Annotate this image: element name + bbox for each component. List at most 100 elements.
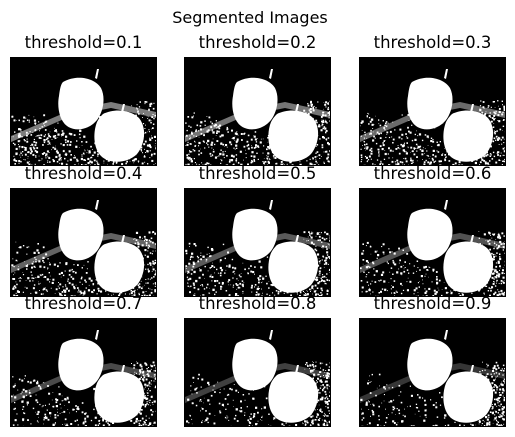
- noise-speck: [400, 265, 403, 268]
- noise-speck: [386, 261, 388, 263]
- noise-speck: [419, 415, 421, 417]
- noise-speck: [407, 146, 409, 148]
- noise-speck: [155, 243, 156, 245]
- noise-speck: [376, 159, 379, 161]
- noise-speck: [273, 157, 275, 159]
- noise-speck: [148, 404, 150, 406]
- noise-speck: [155, 282, 156, 285]
- noise-speck: [427, 155, 429, 157]
- noise-speck: [145, 268, 147, 270]
- noise-speck: [415, 287, 418, 290]
- noise-speck: [493, 379, 496, 382]
- noise-speck: [285, 422, 287, 424]
- noise-speck: [370, 381, 372, 382]
- noise-speck: [322, 362, 324, 364]
- noise-speck: [413, 425, 415, 426]
- noise-speck: [145, 152, 147, 153]
- noise-speck: [20, 393, 22, 395]
- noise-speck: [436, 141, 438, 143]
- noise-speck: [58, 393, 61, 396]
- noise-speck: [378, 123, 380, 125]
- noise-speck: [385, 121, 388, 123]
- noise-speck: [147, 395, 149, 396]
- noise-speck: [370, 132, 372, 135]
- noise-speck: [235, 408, 238, 411]
- noise-speck: [495, 161, 498, 164]
- noise-speck: [435, 402, 437, 404]
- noise-speck: [41, 406, 43, 408]
- noise-speck: [459, 295, 462, 296]
- noise-speck: [378, 405, 380, 408]
- noise-speck: [29, 131, 31, 133]
- noise-speck: [230, 284, 232, 286]
- noise-speck: [190, 126, 192, 128]
- noise-speck: [153, 400, 156, 403]
- apple-stem-mask: [269, 200, 273, 210]
- noise-speck: [483, 233, 486, 236]
- noise-speck: [15, 292, 17, 294]
- noise-speck: [240, 133, 243, 135]
- noise-speck: [396, 159, 399, 162]
- noise-speck: [153, 102, 155, 104]
- noise-speck: [389, 130, 392, 133]
- noise-speck: [423, 161, 426, 163]
- noise-speck: [369, 287, 370, 289]
- noise-speck: [362, 417, 365, 419]
- noise-speck: [219, 266, 222, 269]
- noise-speck: [321, 276, 324, 278]
- noise-speck: [57, 265, 59, 268]
- noise-speck: [291, 164, 294, 165]
- noise-speck: [251, 291, 252, 293]
- noise-speck: [36, 147, 39, 149]
- noise-speck: [390, 288, 392, 290]
- noise-speck: [433, 161, 435, 163]
- subplot-title: threshold=0.7: [24, 294, 143, 313]
- noise-speck: [153, 263, 155, 265]
- noise-speck: [388, 164, 391, 165]
- noise-speck: [260, 266, 263, 269]
- noise-speck: [411, 124, 413, 126]
- noise-speck: [56, 151, 59, 154]
- noise-speck: [76, 140, 78, 142]
- noise-speck: [140, 365, 143, 368]
- noise-speck: [368, 155, 371, 158]
- noise-speck: [393, 422, 396, 424]
- noise-speck: [262, 276, 264, 278]
- noise-speck: [310, 371, 312, 373]
- noise-speck: [217, 272, 219, 274]
- noise-speck: [316, 253, 320, 256]
- noise-speck: [365, 276, 367, 278]
- noise-speck: [38, 155, 40, 157]
- noise-speck: [328, 269, 330, 271]
- noise-speck: [145, 374, 146, 376]
- noise-speck: [499, 369, 501, 371]
- noise-speck: [236, 420, 239, 422]
- noise-speck: [495, 372, 498, 374]
- noise-speck: [439, 164, 442, 165]
- noise-speck: [219, 261, 221, 263]
- noise-speck: [219, 135, 222, 138]
- noise-speck: [200, 258, 203, 261]
- noise-speck: [148, 367, 149, 368]
- noise-speck: [33, 138, 35, 141]
- noise-speck: [411, 162, 413, 164]
- noise-speck: [310, 290, 311, 292]
- noise-speck: [496, 274, 498, 277]
- noise-speck: [497, 120, 499, 121]
- noise-speck: [65, 135, 68, 138]
- noise-speck: [233, 417, 236, 420]
- noise-speck: [413, 289, 416, 292]
- noise-speck: [154, 262, 156, 264]
- noise-speck: [17, 389, 19, 391]
- noise-speck: [25, 394, 27, 396]
- noise-speck: [149, 399, 151, 401]
- noise-speck: [199, 399, 202, 401]
- noise-speck: [154, 232, 156, 235]
- noise-speck: [57, 411, 58, 413]
- noise-speck: [25, 131, 28, 134]
- noise-speck: [202, 255, 205, 258]
- noise-speck: [43, 287, 46, 290]
- noise-speck: [407, 406, 408, 408]
- noise-speck: [304, 425, 306, 426]
- noise-speck: [375, 142, 378, 145]
